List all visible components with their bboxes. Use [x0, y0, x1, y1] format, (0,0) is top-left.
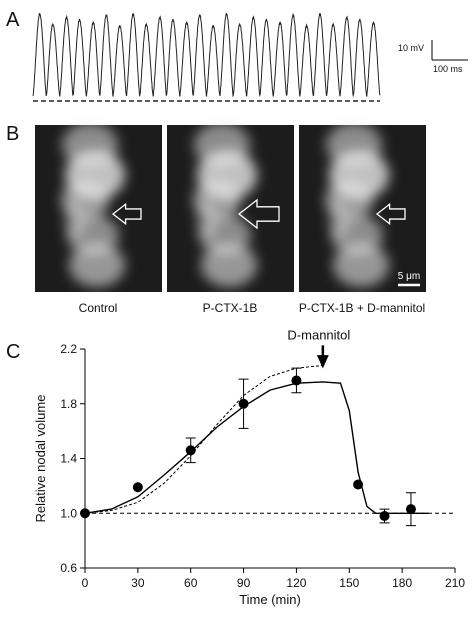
- blob: [329, 200, 349, 240]
- blob: [69, 243, 125, 287]
- panel-label: A: [6, 9, 20, 31]
- voltage-trace: [32, 12, 381, 98]
- x-tick-label: 0: [82, 576, 89, 590]
- y-axis-label: Relative nodal volume: [33, 395, 48, 523]
- chart: 0.6 1.0 1.4 1.8 2.2 0 30 60 90 120 150 180 210 Time (…: [33, 327, 465, 607]
- panel-label: C: [6, 341, 20, 363]
- blob: [333, 243, 389, 287]
- x-tick-label: 180: [392, 576, 412, 590]
- x-axis-label: Time (min): [239, 592, 301, 607]
- arrow: [237, 198, 280, 230]
- y-tick-label: 1.0: [60, 506, 77, 520]
- x-tick-label: 90: [237, 576, 251, 590]
- annotation-arrow: [316, 345, 329, 369]
- micrographs: 5 μm: [35, 123, 426, 292]
- data-point: [405, 504, 416, 515]
- fit-curve: [84, 364, 323, 514]
- y-tick-label: 2.2: [60, 342, 77, 356]
- x-tick-label: 150: [339, 576, 359, 590]
- data-point: [132, 482, 143, 493]
- x-tick-label: 120: [286, 576, 306, 590]
- panel-label: B: [6, 123, 19, 145]
- image-caption: P-CTX-1B + D-mannitol: [299, 301, 425, 315]
- blob: [65, 200, 85, 240]
- annotation: D-mannitol: [287, 327, 350, 342]
- x-tick-label: 210: [445, 576, 465, 590]
- arrow: [375, 202, 406, 226]
- x-tick-label: 30: [131, 576, 145, 590]
- image-caption: Control: [79, 301, 118, 315]
- node-image: [325, 123, 389, 287]
- x-tick-label: 60: [184, 576, 198, 590]
- blob: [201, 243, 257, 287]
- y-tick-label: 0.6: [60, 561, 77, 575]
- blob: [197, 200, 217, 240]
- scale-label: 100 ms: [433, 64, 463, 74]
- node-image: [193, 123, 257, 287]
- y-tick-label: 1.4: [60, 452, 77, 466]
- data-point: [238, 398, 249, 409]
- y-tick-label: 1.8: [60, 397, 77, 411]
- arrow: [111, 202, 142, 226]
- image-caption: P-CTX-1B: [203, 301, 258, 315]
- data-point: [379, 510, 390, 521]
- scale-label: 5 μm: [398, 271, 420, 282]
- data-point: [185, 445, 196, 456]
- fit-curve: [84, 381, 429, 514]
- node-image: [61, 123, 125, 287]
- scale-label: 10 mV: [398, 43, 424, 53]
